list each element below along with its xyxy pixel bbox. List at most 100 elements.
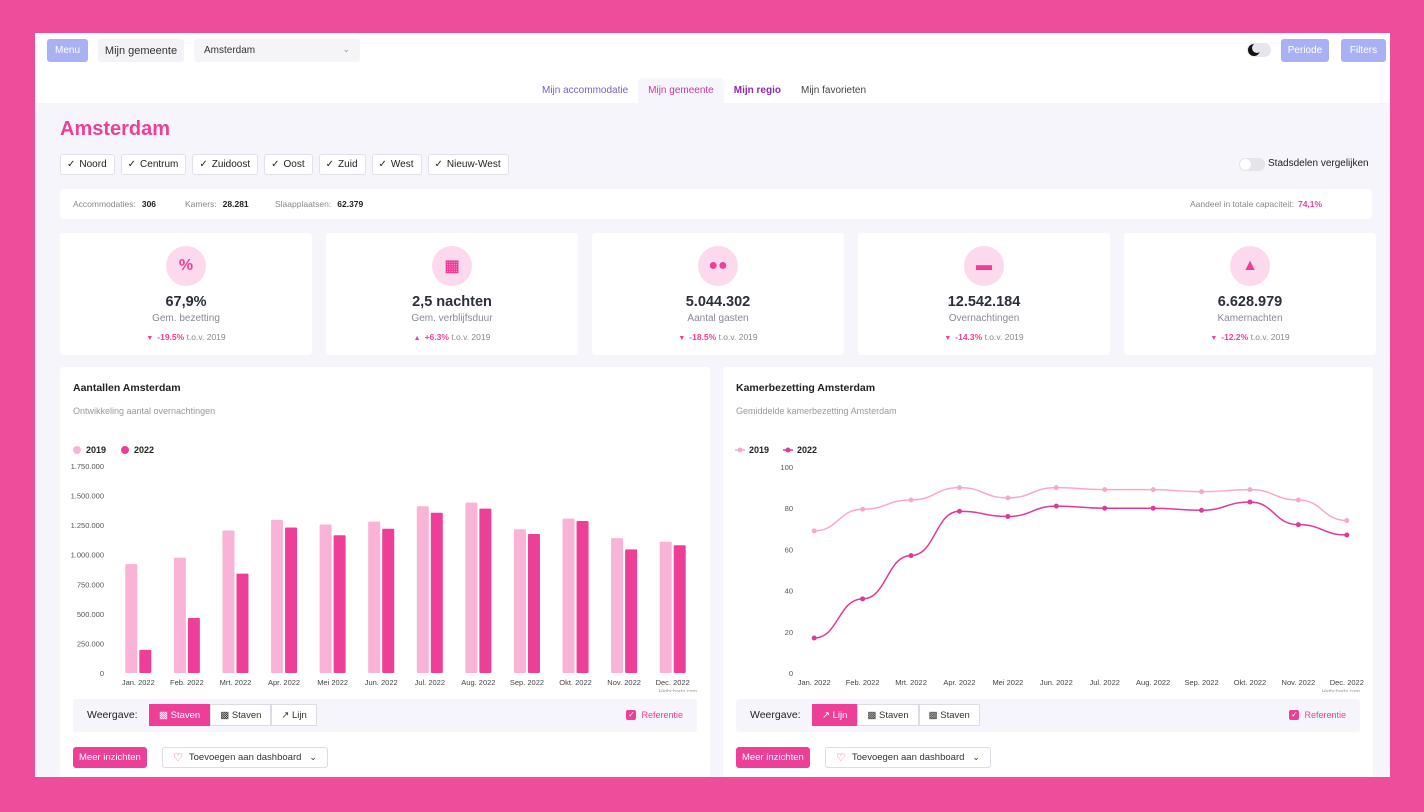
y-tick-label: 1.750.000	[71, 462, 104, 471]
check-icon: ✓	[434, 159, 443, 170]
district-chip-label: Zuidoost	[211, 159, 251, 170]
view-bars-stacked-button[interactable]: ▩ Staven	[918, 704, 980, 726]
point-2019	[908, 497, 914, 503]
district-chip[interactable]: ✓ Zuid	[318, 154, 366, 175]
y-tick-label: 750.000	[77, 580, 104, 589]
x-tick-label: Jul. 2022	[415, 678, 445, 687]
kpi-delta: ▲ +6.3% t.o.v. 2019	[413, 332, 491, 342]
city-select[interactable]: Amsterdam ⌄	[194, 39, 360, 62]
x-tick-label: Mei 2022	[317, 678, 348, 687]
period-button[interactable]: Periode	[1281, 39, 1329, 62]
moon-icon	[1248, 43, 1262, 56]
check-icon: ✓	[271, 159, 280, 170]
legend-marker	[737, 447, 743, 453]
check-icon: ✓	[325, 159, 335, 170]
tab-my-accommodation[interactable]: Mijn accommodatie	[542, 85, 629, 96]
point-2022	[1344, 532, 1350, 538]
bar-2019	[125, 564, 138, 673]
accommodations-stat: Accommodaties: 306	[73, 199, 157, 209]
view-line-button[interactable]: ↗ Lijn	[271, 704, 317, 726]
bar-2019	[173, 557, 186, 673]
rooms-stat: Kamers: 28.281	[185, 199, 249, 209]
y-tick-label: 250.000	[77, 639, 104, 648]
point-2022	[1005, 513, 1011, 519]
kpi-value: 12.542.184	[947, 294, 1021, 310]
point-2019	[1053, 485, 1059, 491]
reference-checkbox[interactable]: ✓ Referentie	[1289, 710, 1346, 720]
x-tick-label: Apr. 2022	[268, 678, 300, 687]
reference-checkbox[interactable]: ✓ Referentie	[626, 710, 683, 720]
district-chip[interactable]: ✓ Centrum	[120, 154, 187, 175]
y-tick-label: 100	[780, 463, 793, 472]
y-tick-label: 20	[785, 628, 793, 637]
point-2022	[1053, 503, 1059, 509]
y-tick-label: 0	[789, 669, 793, 678]
view-bars-button[interactable]: ▩ Staven	[210, 704, 272, 726]
tab-my-favorites[interactable]: Mijn favorieten	[800, 85, 867, 96]
menu-button[interactable]: Menu	[47, 39, 88, 62]
district-chip[interactable]: ✓ Noord	[60, 154, 115, 175]
compare-districts-toggle[interactable]	[1239, 158, 1265, 171]
checkbox-checked-icon: ✓	[626, 710, 637, 720]
legend-label: 2022	[797, 445, 817, 455]
bar-2022	[187, 617, 200, 673]
bar-2019	[611, 538, 624, 673]
main-tabs: Mijn accommodatie Mijn gemeente Mijn reg…	[532, 78, 876, 103]
x-tick-label: Feb. 2022	[846, 678, 880, 687]
overnight-stays-bar-chart: 0 250.000 500.000 750.000 1.000.000 1.250.000…	[71, 445, 698, 692]
top-bar: Menu Mijn gemeente Amsterdam ⌄ Periode F…	[35, 33, 1390, 103]
point-2019	[860, 506, 866, 512]
series-line-2022	[814, 501, 1347, 639]
y-tick-label: 80	[785, 504, 793, 513]
district-chip[interactable]: ✓ West	[371, 154, 422, 175]
arrow-down-icon: ▼	[1210, 335, 1218, 342]
view-label: Weergave:	[750, 709, 801, 721]
kpi-label: Overnachtingen	[948, 313, 1020, 324]
kpi-card: ▲ 6.628.979 Kamernachten ▼ -12.2% t.o.v. 201…	[1124, 233, 1376, 355]
y-tick-label: 1.250.000	[71, 521, 104, 530]
heart-icon: ♡	[173, 752, 183, 764]
panel-title: Kamerbezetting Amsterdam	[736, 382, 876, 394]
point-2022	[1102, 505, 1108, 511]
district-chip[interactable]: ✓ Oost	[264, 154, 313, 175]
bar-2022	[139, 649, 152, 673]
point-2019	[956, 485, 962, 491]
filters-button[interactable]: Filters	[1341, 39, 1386, 62]
add-to-dashboard-button[interactable]: ♡ Toevoegen aan dashboard ⌄	[162, 747, 328, 768]
point-2019	[1102, 487, 1108, 493]
more-insights-button[interactable]: Meer inzichten	[736, 747, 810, 768]
point-2022	[811, 635, 817, 641]
view-line-button[interactable]: ↗ Lijn	[812, 704, 858, 726]
district-chip[interactable]: ✓ Zuidoost	[192, 154, 259, 175]
y-tick-label: 60	[785, 545, 793, 554]
x-tick-label: Aug. 2022	[461, 678, 495, 687]
calendar-icon: ▦	[432, 246, 472, 286]
bar-2019	[222, 530, 235, 673]
x-tick-label: Sep. 2022	[510, 678, 544, 687]
dark-mode-toggle[interactable]	[1247, 43, 1271, 57]
capacity-bar: Accommodaties: 306 Kamers: 28.281 Slaappla…	[60, 189, 1372, 219]
point-2022	[860, 596, 866, 602]
tab-my-region[interactable]: Mijn regio	[733, 85, 781, 96]
arrow-down-icon: ▼	[678, 335, 686, 342]
view-bars-stacked-button[interactable]: ▩ Staven	[149, 704, 211, 726]
view-toggle-group: ▩ Staven ▩ Staven ↗ Lijn	[149, 704, 317, 726]
my-municipality-button[interactable]: Mijn gemeente	[98, 39, 184, 62]
tab-my-municipality[interactable]: Mijn gemeente	[638, 78, 724, 103]
chevron-down-icon: ⌄	[972, 752, 980, 762]
bar-2022	[673, 545, 686, 673]
district-chip[interactable]: ✓ Nieuw-West	[427, 154, 509, 175]
legend-label: 2019	[749, 445, 769, 455]
add-to-dashboard-button[interactable]: ♡ Toevoegen aan dashboard ⌄	[825, 747, 991, 768]
more-insights-button[interactable]: Meer inzichten	[73, 747, 147, 768]
view-bars-button[interactable]: ▩ Staven	[857, 704, 919, 726]
bed-icon: ▬	[964, 246, 1004, 286]
bar-2019	[319, 524, 332, 673]
x-tick-label: Jan. 2022	[122, 678, 155, 687]
x-tick-label: Sep. 2022	[1184, 678, 1218, 687]
beds-stat: Slaapplaatsen: 62.379	[275, 199, 364, 209]
district-chip-label: West	[390, 159, 414, 170]
panel-subtitle: Gemiddelde kamerbezetting Amsterdam	[736, 406, 897, 416]
point-2022	[1295, 522, 1301, 528]
series-line-2019	[814, 486, 1347, 532]
